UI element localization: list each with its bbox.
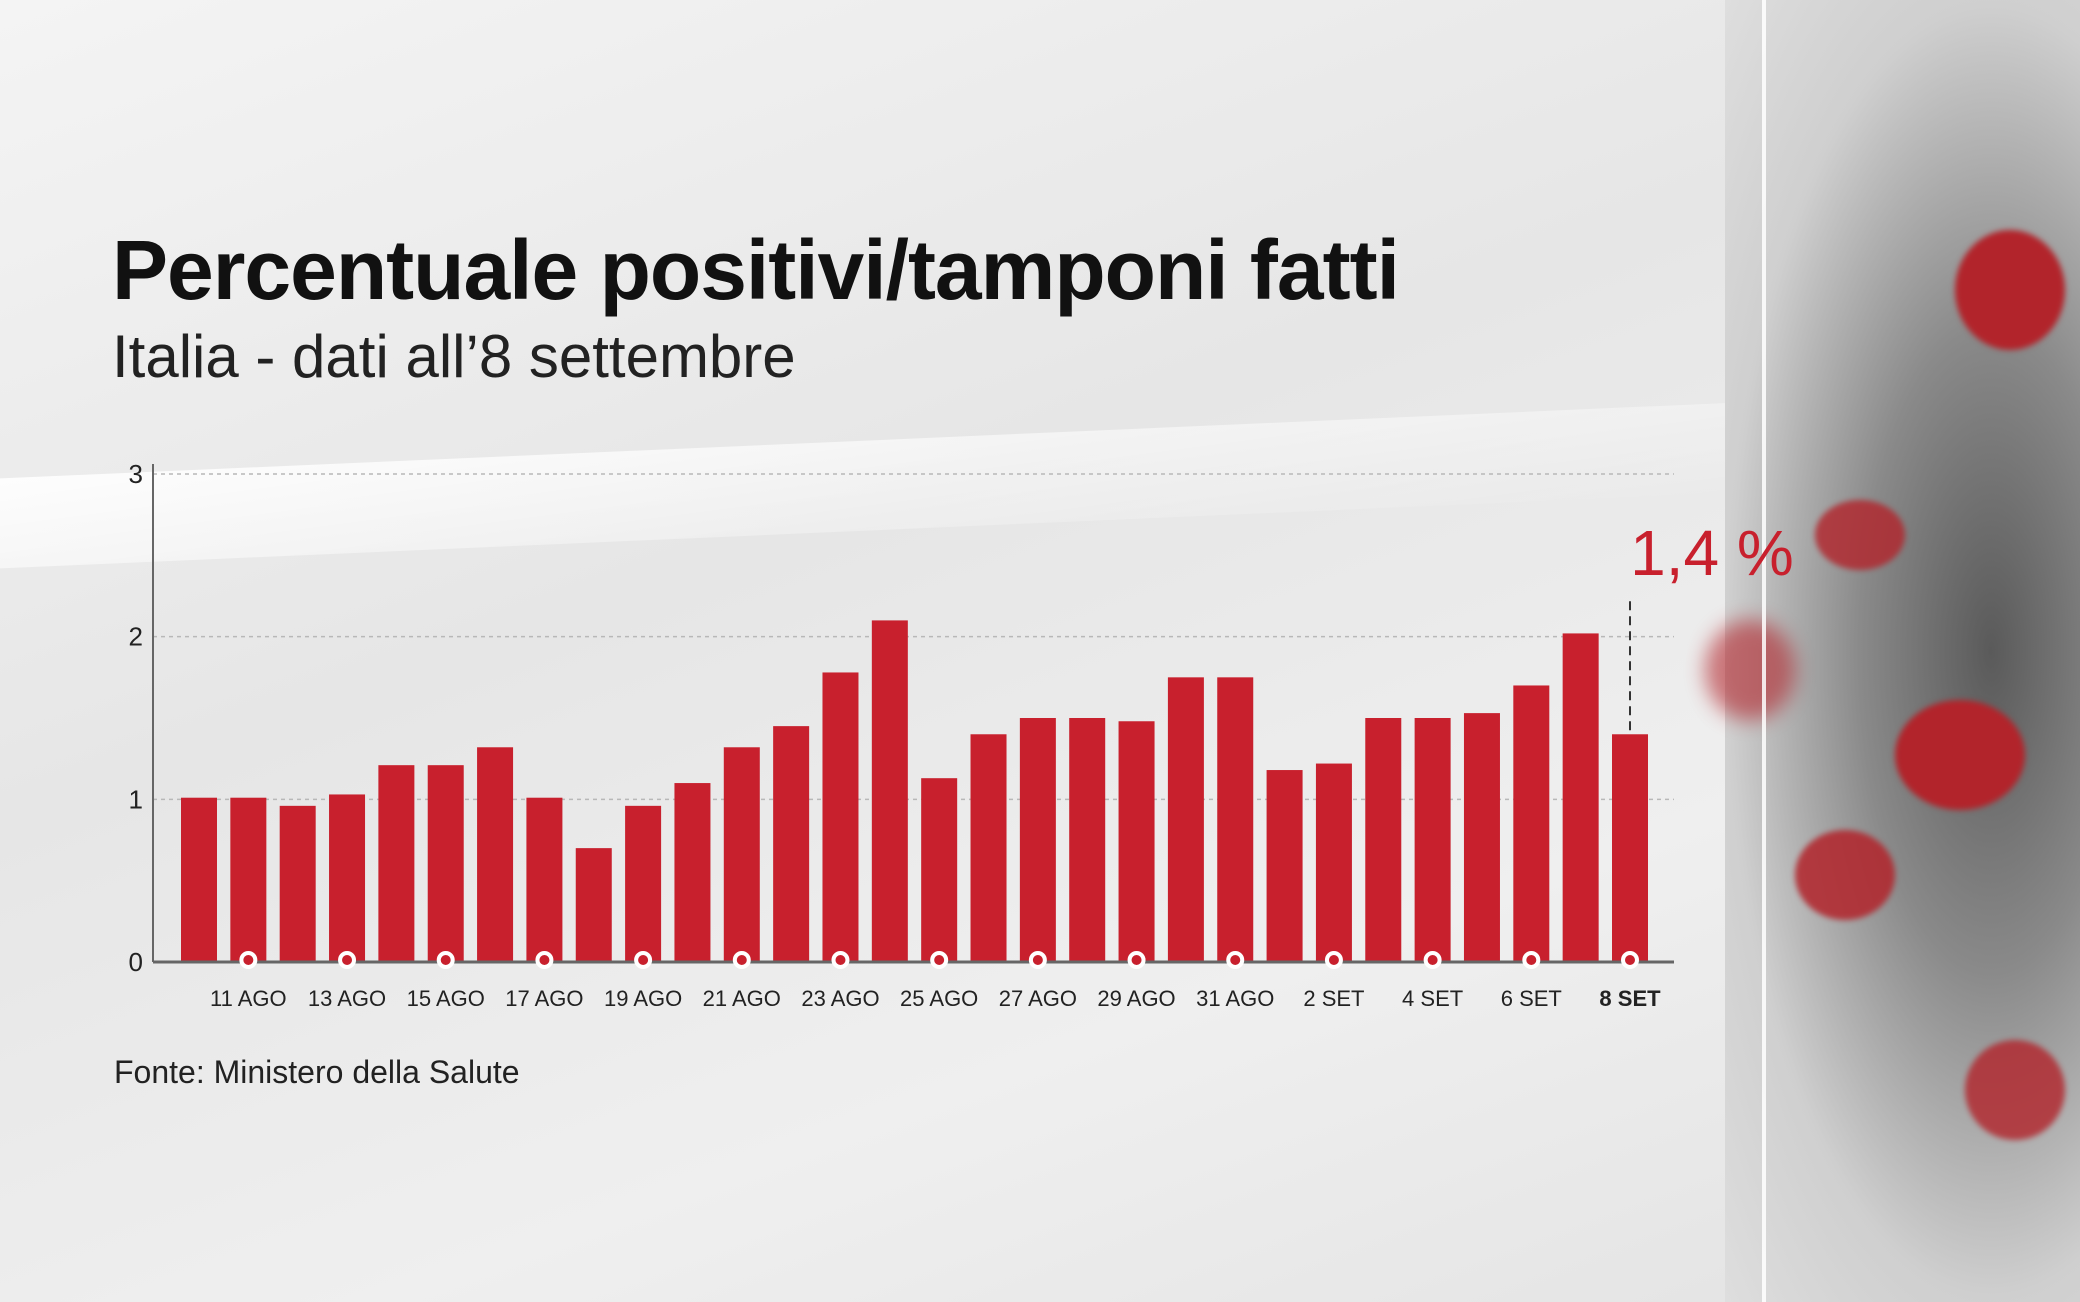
x-tick-marker	[1324, 951, 1343, 969]
x-tick-label: 27 AGO	[999, 986, 1077, 1011]
bar	[970, 734, 1007, 962]
x-tick-marker	[1226, 951, 1245, 969]
bar	[526, 797, 563, 962]
bar	[723, 747, 760, 962]
bar	[279, 805, 316, 962]
bar	[1365, 718, 1402, 962]
bar	[1266, 770, 1303, 962]
x-tick-marker	[436, 951, 455, 969]
y-tick-label: 2	[129, 622, 143, 652]
bar	[230, 797, 267, 962]
x-tick-marker	[338, 951, 357, 969]
x-tick-marker	[732, 951, 751, 969]
bar	[378, 765, 415, 962]
x-tick-marker	[239, 951, 258, 969]
bar	[181, 797, 217, 962]
x-tick-label: 11 AGO	[210, 986, 287, 1011]
x-tick-label: 15 AGO	[407, 986, 485, 1011]
x-tick-label: 23 AGO	[801, 986, 879, 1011]
source-note: Fonte: Ministero della Salute	[114, 1054, 520, 1090]
x-tick-marker	[930, 951, 949, 969]
bar	[1217, 677, 1254, 962]
x-tick-label: 4 SET	[1402, 986, 1463, 1011]
bar	[674, 783, 711, 962]
x-tick-label: 19 AGO	[604, 986, 682, 1011]
bar	[1118, 721, 1155, 962]
bar	[822, 672, 859, 962]
bar	[1414, 718, 1451, 962]
x-tick-marker	[1028, 951, 1047, 969]
chart-title: Percentuale positivi/tamponi fatti	[112, 223, 1400, 317]
x-tick-marker	[831, 951, 850, 969]
bar	[1167, 677, 1204, 962]
bar	[1513, 685, 1550, 962]
x-tick-label: 17 AGO	[505, 986, 583, 1011]
y-tick-label: 0	[129, 947, 143, 977]
x-tick-marker	[1522, 951, 1541, 969]
bar	[1562, 633, 1599, 962]
bar	[1463, 713, 1500, 962]
bar	[477, 747, 514, 962]
x-tick-marker	[634, 951, 653, 969]
x-tick-marker	[1621, 951, 1639, 969]
chart-subtitle: Italia - dati all’8 settembre	[112, 323, 796, 390]
y-tick-label: 3	[129, 459, 143, 489]
bar	[1315, 763, 1352, 962]
bar	[625, 805, 662, 962]
divider-line	[1762, 0, 1766, 1302]
annotation-value: 1,4 %	[1630, 517, 1794, 589]
x-tick-label: 29 AGO	[1097, 986, 1175, 1011]
x-tick-label: 2 SET	[1303, 986, 1364, 1011]
bar	[921, 778, 958, 962]
x-tick-label: 31 AGO	[1196, 986, 1274, 1011]
x-tick-marker	[1127, 951, 1146, 969]
bar	[871, 620, 908, 962]
bar	[575, 848, 612, 962]
x-tick-label: 25 AGO	[900, 986, 978, 1011]
y-tick-label: 1	[129, 784, 143, 814]
x-tick-label: 13 AGO	[308, 986, 386, 1011]
x-tick-label: 6 SET	[1501, 986, 1562, 1011]
bar	[427, 765, 464, 962]
x-tick-marker	[1423, 951, 1442, 969]
virus-image	[1705, 0, 2080, 1302]
x-tick-label: 21 AGO	[703, 986, 781, 1011]
bar	[1019, 718, 1056, 962]
bar	[773, 726, 810, 962]
x-tick-marker	[535, 951, 554, 969]
bar	[1069, 718, 1106, 962]
x-tick-label: 8 SET	[1599, 986, 1661, 1011]
bar	[329, 794, 366, 962]
bar	[1612, 734, 1648, 962]
